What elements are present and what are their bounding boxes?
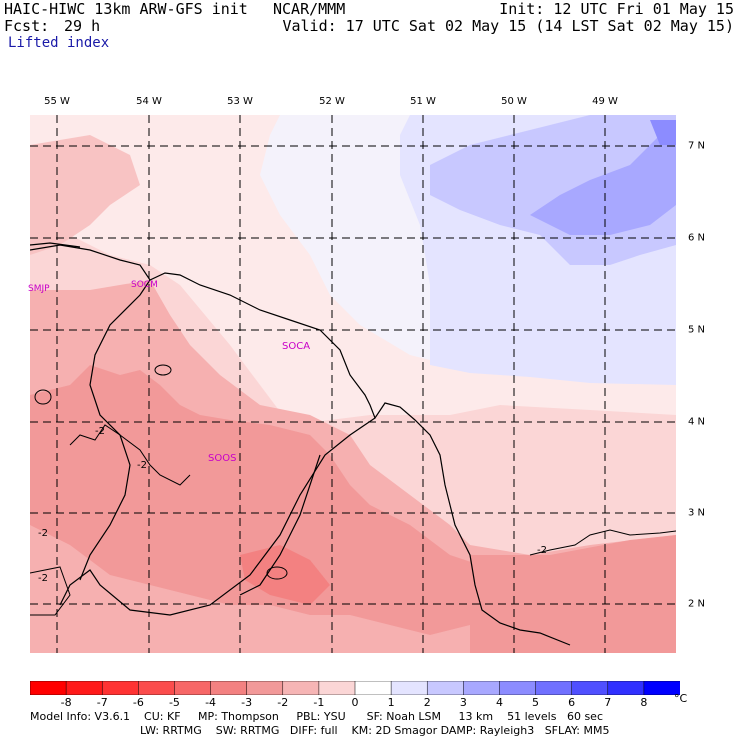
contour-line [30, 566, 71, 616]
lon-label: 53 W [227, 96, 253, 107]
graticule [30, 115, 676, 653]
contour-label: -2 [38, 528, 48, 539]
fcst-label: Fcst: [4, 17, 50, 35]
colorbar-swatch [101, 681, 140, 695]
colorbar-tick-label: 2 [423, 696, 431, 709]
contour-label: -2 [38, 573, 48, 584]
colorbar-tick-label: -8 [60, 696, 72, 709]
colorbar-swatch [30, 681, 67, 695]
station-label: SOOS [208, 453, 237, 464]
border-suriname-french-guiana [59, 417, 376, 616]
footer-line-2: LW: RRTMG SW: RRTMG DIFF: full KM: 2D Sm… [140, 724, 610, 737]
colorbar-swatch [138, 681, 176, 695]
colorbar-tick-label: 4 [495, 696, 503, 709]
lat-label: 6 N [688, 232, 706, 244]
contour-label: -2 [137, 460, 147, 471]
colorbar-tick-label: 1 [387, 696, 395, 709]
contour-loops [30, 364, 676, 616]
border-french-guiana-brazil [239, 454, 321, 596]
colorbar-swatch [210, 681, 248, 695]
colorbar-swatch [174, 681, 212, 695]
colorbar-tick-label: -2 [277, 696, 289, 709]
lon-label: 51 W [410, 96, 436, 107]
colorbar-tick-label: -4 [205, 696, 217, 709]
shading-minus-3-land [30, 365, 510, 635]
valid-time: Valid: 17 UTC Sat 02 May 15 (14 LST Sat … [282, 17, 734, 35]
colorbar-swatch [426, 681, 465, 695]
colorbar-swatch [354, 681, 392, 695]
contour-line [529, 529, 676, 556]
footer-line-1: Model Info: V3.6.1 CU: KF MP: Thompson P… [30, 710, 603, 723]
colorbar-tick-label: 8 [640, 696, 648, 709]
lat-label: 4 N [688, 416, 706, 428]
contour-loop [154, 364, 172, 376]
field-name: Lifted index [8, 35, 110, 51]
colorbar-tick-label: 3 [459, 696, 467, 709]
contour-loop [266, 566, 288, 580]
contour-label: -2 [95, 426, 105, 437]
lon-label: 54 W [136, 96, 162, 107]
init-time: Init: 12 UTC Fri 01 May 15 [499, 0, 734, 18]
shading-minus-3-east [470, 535, 676, 653]
colorbar-tick-label: 0 [351, 696, 359, 709]
station-label: SOCM [131, 280, 158, 290]
lon-label: 52 W [319, 96, 345, 107]
lat-label: 7 N [688, 140, 706, 152]
org-label: NCAR/MMM [273, 0, 346, 18]
colorbar-tick-label: -1 [313, 696, 325, 709]
colorbar-swatch [607, 681, 645, 695]
colorbar-unit: °C [674, 692, 688, 705]
contour-label: -2 [537, 545, 547, 556]
lon-label: 55 W [44, 96, 70, 107]
contour-outline [30, 242, 81, 248]
coastlines [30, 242, 571, 646]
colorbar-tick-label: -5 [168, 696, 180, 709]
shading-positive-3 [650, 120, 676, 145]
colorbar-tick-label: 5 [532, 696, 540, 709]
lifted-index-map [30, 115, 676, 653]
station-label: SMJP [28, 284, 50, 294]
colorbar-swatch [65, 681, 103, 695]
colorbar-tick-label: -6 [132, 696, 144, 709]
colorbar-tick-label: 7 [604, 696, 612, 709]
colorbar-swatch [499, 681, 537, 695]
colorbar [30, 681, 680, 695]
coastline [30, 244, 571, 646]
colorbar-tick-label: -3 [241, 696, 253, 709]
lon-label: 49 W [592, 96, 618, 107]
colorbar-tick-label: 6 [568, 696, 576, 709]
contour-loop [34, 389, 52, 405]
model-title: HAIC-HIWC 13km ARW-GFS init [4, 0, 248, 18]
station-label: SOCA [282, 341, 311, 352]
colorbar-tick-label: -7 [96, 696, 108, 709]
fcst-value: 29 h [64, 17, 101, 35]
lat-label: 3 N [688, 507, 706, 519]
shading-minus-4-spot [275, 570, 295, 580]
colorbar-swatch [282, 681, 320, 695]
lat-label: 5 N [688, 324, 706, 336]
colorbar-swatch [643, 681, 680, 695]
colorbar-swatch [571, 681, 609, 695]
contour-line [69, 424, 191, 486]
colorbar-swatch [463, 681, 501, 695]
colorbar-swatch [390, 681, 428, 695]
colorbar-swatch [318, 681, 356, 695]
shading-positive-2 [530, 130, 676, 235]
colorbar-swatch [535, 681, 573, 695]
lat-label: 2 N [688, 598, 706, 610]
colorbar-swatch [246, 681, 284, 695]
border-suriname-guyana [79, 279, 151, 581]
lon-label: 50 W [501, 96, 527, 107]
